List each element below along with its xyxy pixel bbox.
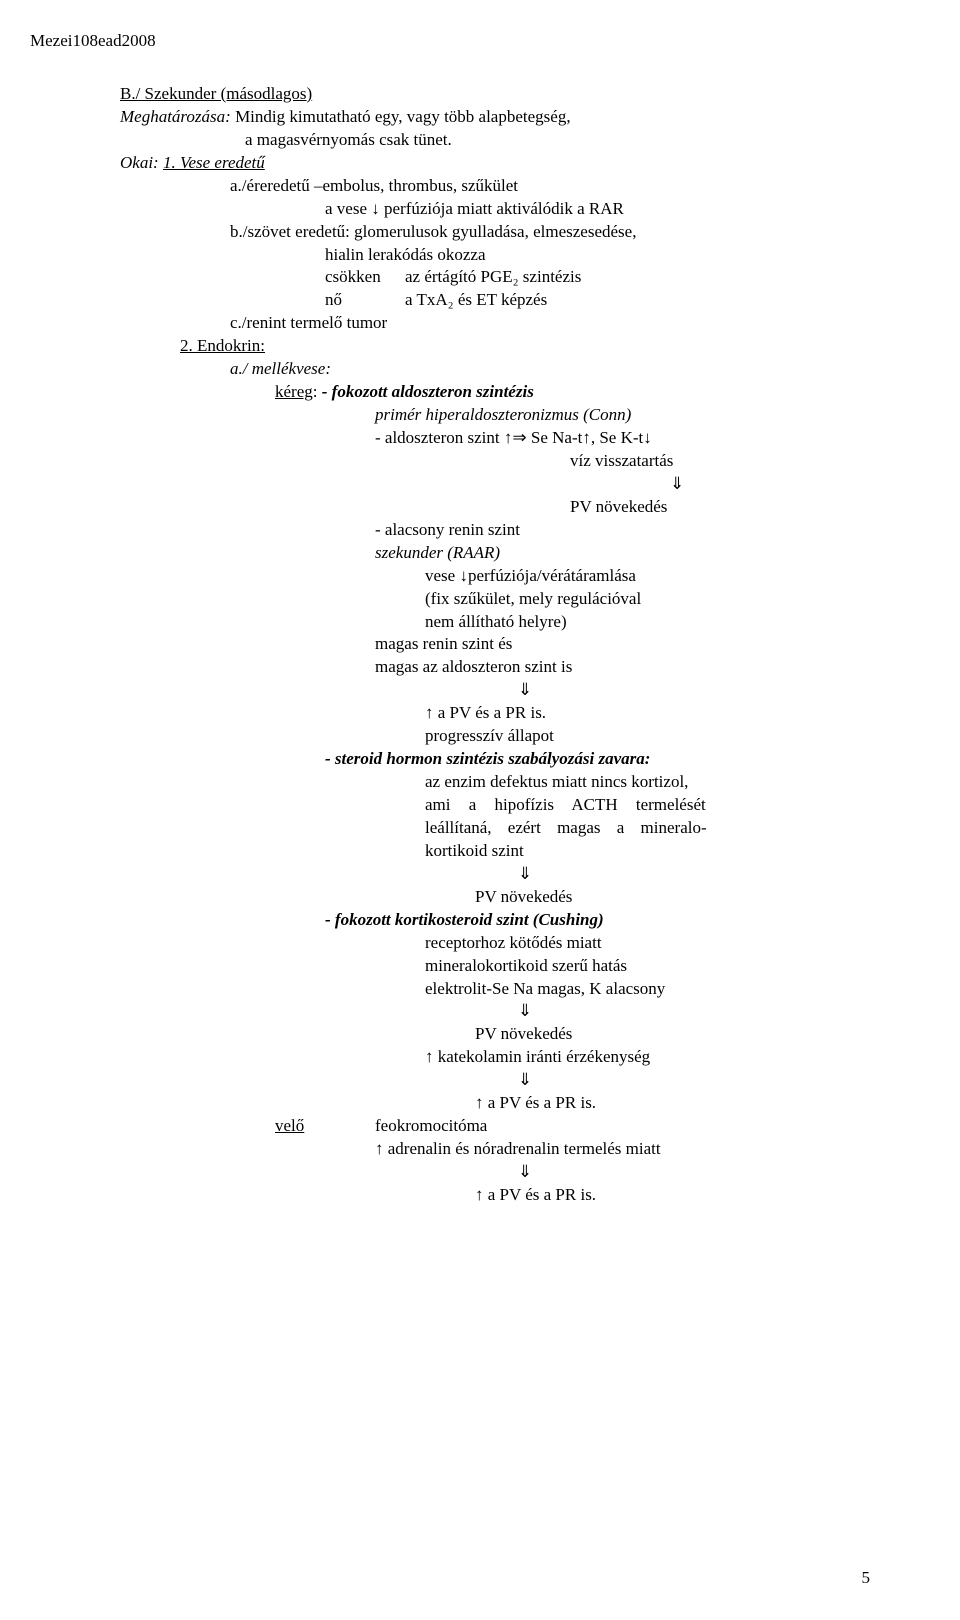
item1b-cont1: hialin lerakódás okozza bbox=[325, 244, 870, 267]
item1a: a./éreredetű –embolus, thrombus, szűküle… bbox=[230, 175, 870, 198]
row1b: az értágító PGE₂ szintézis bbox=[405, 266, 581, 289]
arrow-3: ⇓ bbox=[375, 863, 675, 886]
kereg-1b: - aldoszteron szint ↑⇒ Se Na-t↑, Se K-t↓ bbox=[375, 427, 870, 450]
kereg-2g-2: ↑ a PV és a PR is. bbox=[475, 1092, 870, 1115]
velo-line: velő feokromocitóma bbox=[275, 1115, 870, 1138]
velo-label: velő bbox=[275, 1116, 304, 1135]
row2b: a TxA₂ és ET képzés bbox=[405, 289, 547, 312]
kereg-2d: nem állítható helyre) bbox=[425, 611, 870, 634]
kereg-label: kéreg bbox=[275, 382, 313, 401]
kereg-1: - fokozott aldoszteron szintézis bbox=[322, 382, 534, 401]
item1c: c./renint termelő tumor bbox=[230, 312, 870, 335]
item2a: a./ mellékvese: bbox=[230, 358, 870, 381]
item1b-row1: csökken az értágító PGE₂ szintézis bbox=[325, 266, 870, 289]
kereg-1a: primér hiperaldoszteronizmus (Conn) bbox=[375, 404, 870, 427]
arrow-6: ⇓ bbox=[375, 1161, 675, 1184]
header-text: Mezei108ead2008 bbox=[30, 30, 870, 53]
kereg-3b: ami a hipofízis ACTH termelését bbox=[425, 794, 795, 817]
kereg-3a: az enzim defektus miatt nincs kortizol, bbox=[425, 771, 795, 794]
page-number: 5 bbox=[862, 1567, 871, 1590]
velo-label-wrap: velő bbox=[275, 1115, 375, 1138]
row2a: nő bbox=[325, 289, 405, 312]
kereg-1c: víz visszatartás bbox=[570, 450, 870, 473]
def-label: Meghatározása: bbox=[120, 107, 231, 126]
item1: 1. Vese eredetű bbox=[163, 153, 265, 172]
kereg-2a: szekunder (RAAR) bbox=[375, 542, 870, 565]
kereg-2e: magas renin szint és bbox=[375, 633, 870, 656]
kereg-4b: mineralokortikoid szerű hatás bbox=[425, 955, 870, 978]
kereg-4a: receptorhoz kötődés miatt bbox=[425, 932, 870, 955]
pv-nov-2: PV növekedés bbox=[475, 886, 870, 909]
arrow-4: ⇓ bbox=[375, 1000, 675, 1023]
kereg-2f: magas az aldoszteron szint is bbox=[375, 656, 870, 679]
arrow-1: ⇓ bbox=[670, 473, 870, 496]
arrow-5: ⇓ bbox=[375, 1069, 675, 1092]
kereg-2b: vese ↓perfúziója/vérátáramlása bbox=[425, 565, 870, 588]
kereg-4c: elektrolit-Se Na magas, K alacsony bbox=[425, 978, 870, 1001]
kereg-3c: leállítaná, ezért magas a mineralo- bbox=[425, 817, 795, 840]
velo-1: feokromocitóma bbox=[375, 1115, 487, 1138]
kereg-4d: ↑ katekolamin iránti érzékenység bbox=[425, 1046, 870, 1069]
velo-2: ↑ adrenalin és nóradrenalin termelés mia… bbox=[375, 1138, 870, 1161]
kereg-2c: (fix szűkület, mely regulációval bbox=[425, 588, 870, 611]
kereg-4: - fokozott kortikosteroid szint (Cushing… bbox=[325, 909, 870, 932]
kereg-2g: ↑ a PV és a PR is. bbox=[425, 702, 870, 725]
kereg-1d: - alacsony renin szint bbox=[375, 519, 870, 542]
kereg-line: kéreg: - fokozott aldoszteron szintézis bbox=[275, 381, 870, 404]
kereg-2g-3: ↑ a PV és a PR is. bbox=[475, 1184, 870, 1207]
kereg-2h: progresszív állapot bbox=[425, 725, 870, 748]
item1a-cont: a vese ↓ perfúziója miatt aktiválódik a … bbox=[325, 198, 870, 221]
item2: 2. Endokrin: bbox=[180, 335, 870, 358]
item1b: b./szövet eredetű: glomerulusok gyulladá… bbox=[230, 221, 870, 244]
arrow-2: ⇓ bbox=[375, 679, 675, 702]
section-title: B./ Szekunder (másodlagos) bbox=[120, 83, 870, 106]
okai-label: Okai: bbox=[120, 153, 159, 172]
def-cont: a magasvérnyomás csak tünet. bbox=[245, 129, 870, 152]
kereg-3d: kortikoid szint bbox=[425, 840, 870, 863]
item1b-row2: nő a TxA₂ és ET képzés bbox=[325, 289, 870, 312]
document-page: Mezei108ead2008 B./ Szekunder (másodlago… bbox=[0, 0, 960, 1237]
definition-line: Meghatározása: Mindig kimutatható egy, v… bbox=[120, 106, 870, 129]
kereg-3: - steroid hormon szintézis szabályozási … bbox=[325, 748, 870, 771]
okai-line: Okai: 1. Vese eredetű bbox=[120, 152, 870, 175]
pv-nov-3: PV növekedés bbox=[475, 1023, 870, 1046]
row1a: csökken bbox=[325, 266, 405, 289]
pv-nov-1: PV növekedés bbox=[570, 496, 870, 519]
def-text: Mindig kimutatható egy, vagy több alapbe… bbox=[235, 107, 571, 126]
